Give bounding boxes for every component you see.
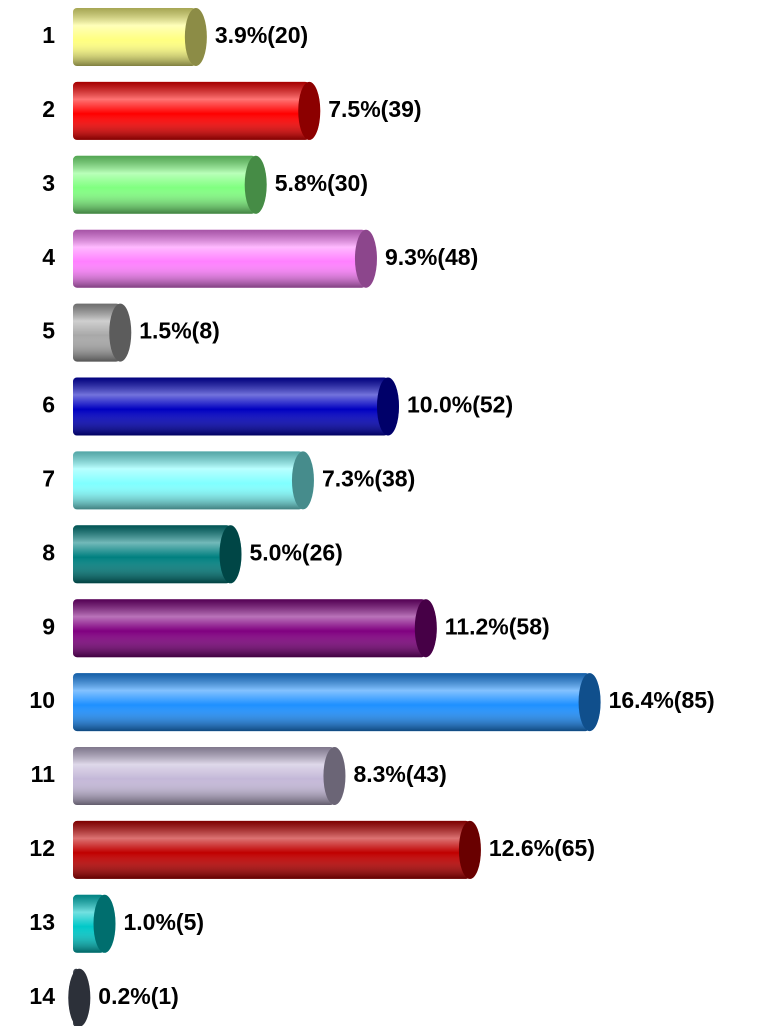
value-label: 7.5%(39): [328, 96, 421, 122]
value-label: 0.2%(1): [98, 983, 179, 1009]
bar-cap: [109, 303, 132, 362]
bar-cap: [291, 451, 314, 510]
bar-cap: [68, 968, 91, 1026]
bar-cap: [578, 673, 601, 732]
bar-cap-shade: [219, 525, 242, 584]
value-label: 1.0%(5): [124, 909, 205, 935]
value-label: 16.4%(85): [609, 687, 715, 713]
bar-cap-shade: [68, 968, 91, 1026]
y-tick-label: 1: [42, 22, 55, 48]
value-label: 10.0%(52): [407, 392, 513, 418]
bar-shade: [73, 81, 310, 140]
y-tick-label: 8: [42, 539, 55, 565]
bar-shade: [73, 229, 366, 288]
value-label: 5.0%(26): [250, 539, 343, 565]
bar-cap: [377, 377, 399, 436]
bar-cap-shade: [291, 451, 314, 510]
bar-cap: [414, 599, 437, 658]
y-tick-label: 9: [42, 613, 55, 639]
bar-cap-shade: [109, 303, 132, 362]
bar-shade: [73, 820, 470, 879]
y-tick-label: 12: [29, 835, 55, 861]
bar-shade: [73, 303, 121, 362]
bar-shade: [73, 155, 256, 214]
value-label: 9.3%(48): [385, 244, 478, 270]
value-label: 8.3%(43): [353, 761, 446, 787]
bar-shade: [73, 599, 426, 658]
bar-cap-shade: [323, 747, 346, 805]
bar-cap: [354, 229, 377, 288]
bar-shade: [73, 451, 303, 510]
y-tick-label: 4: [42, 244, 55, 270]
value-label: 11.2%(58): [445, 613, 550, 639]
bar-cap: [458, 820, 481, 879]
bar-cap-shade: [578, 673, 601, 732]
bar-cap: [244, 155, 267, 214]
bar-shade: [73, 525, 231, 584]
bar-shade: [73, 8, 196, 66]
bar-shade: [73, 673, 590, 732]
bar-cap: [219, 525, 242, 584]
y-tick-label: 11: [31, 761, 56, 787]
bar-cap-shade: [184, 8, 207, 66]
bar-cap: [93, 894, 116, 953]
bar-cap-shade: [244, 155, 267, 214]
bar-cap-shade: [298, 81, 321, 140]
y-tick-label: 13: [29, 909, 55, 935]
bar-cap: [323, 747, 346, 805]
bar-shade: [73, 747, 335, 805]
bar-cap: [298, 81, 321, 140]
bar-cap-shade: [377, 377, 399, 436]
y-tick-label: 6: [42, 392, 55, 418]
bar-cap-shade: [354, 229, 377, 288]
y-tick-label: 10: [29, 687, 55, 713]
y-tick-label: 2: [42, 96, 55, 122]
bar-cap-shade: [458, 820, 481, 879]
bar-cap-shade: [93, 894, 116, 953]
y-tick-label: 14: [29, 983, 55, 1009]
y-tick-label: 7: [42, 465, 55, 491]
y-tick-label: 3: [42, 170, 55, 196]
bar-shade: [73, 377, 388, 436]
value-label: 7.3%(38): [322, 465, 415, 491]
y-tick-label: 5: [42, 318, 55, 344]
value-label: 12.6%(65): [489, 835, 595, 861]
value-label: 3.9%(20): [215, 22, 308, 48]
value-label: 1.5%(8): [139, 318, 220, 344]
bar-cap-shade: [414, 599, 437, 658]
value-label: 5.8%(30): [275, 170, 368, 196]
bar-cap: [184, 8, 207, 66]
